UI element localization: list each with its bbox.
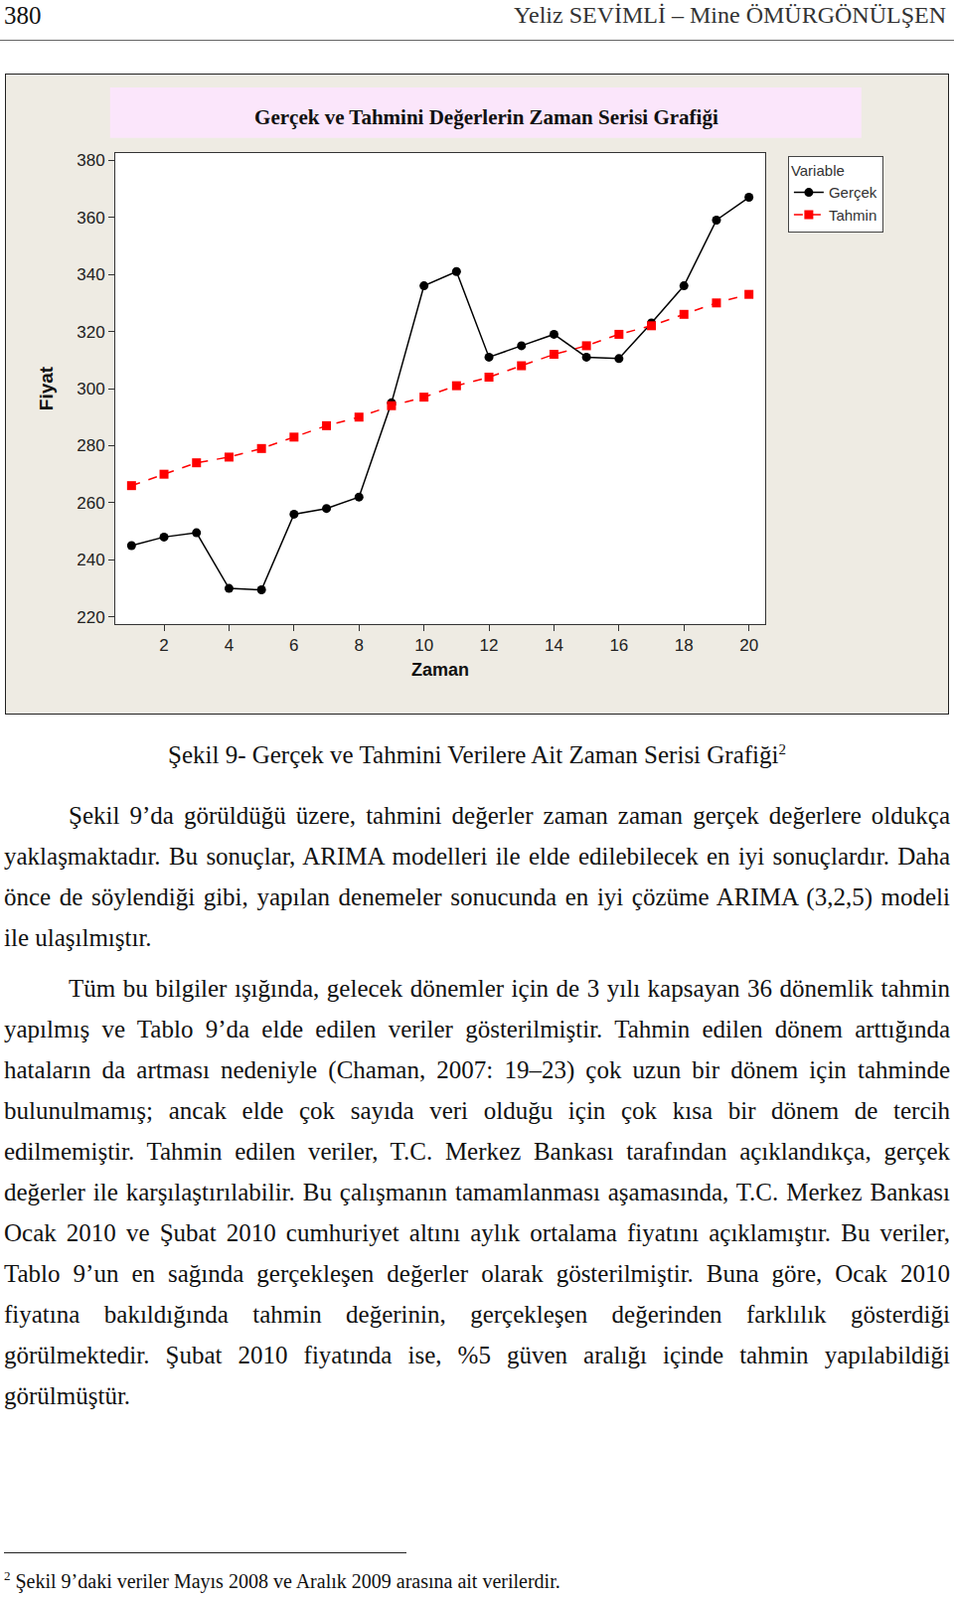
html-text:2Şekil 9’daki veriler Mayıs 20: 2Şekil 9’daki veriler Mayıs 2008 ve Aral… (3, 1568, 561, 1592)
html-text:380: 380 (3, 1, 42, 29)
svg-text:320: 320 (76, 322, 105, 342)
svg-text:300: 300 (76, 379, 105, 399)
svg-text:220: 220 (76, 608, 105, 628)
svg-text:280: 280 (76, 436, 105, 456)
svg-text:2: 2 (159, 636, 168, 655)
svg-text:360: 360 (76, 208, 105, 228)
svg-text:14: 14 (544, 636, 564, 655)
svg-text:Fiyat: Fiyat (35, 365, 57, 411)
svg-text:Tahmin: Tahmin (828, 206, 877, 224)
svg-text:340: 340 (76, 265, 105, 285)
html-text:Şekil 9- Gerçek ve Tahmini Ver: Şekil 9- Gerçek ve Tahmini Verilere Ait … (167, 741, 787, 769)
svg-text:20: 20 (739, 636, 759, 655)
svg-text:18: 18 (674, 636, 694, 655)
html-text:Tüm bu bilgiler ışığında, gele: Tüm bu bilgiler ışığında, gelecek döneml… (3, 974, 951, 1410)
svg-text:380: 380 (76, 151, 105, 170)
svg-text:Variable: Variable (791, 161, 845, 179)
html-text:Yeliz SEVİMLİ – Mine ÖMÜRGÖNÜL: Yeliz SEVİMLİ – Mine ÖMÜRGÖNÜLŞEN (513, 1, 947, 28)
svg-text:Gerçek: Gerçek (828, 183, 878, 201)
svg-text:Zaman: Zaman (411, 659, 470, 680)
svg-text:240: 240 (76, 550, 105, 570)
svg-text:8: 8 (354, 636, 364, 655)
svg-text:16: 16 (609, 636, 629, 655)
svg-text:12: 12 (479, 636, 499, 655)
html-text:Şekil 9’da görüldüğü üzere, ta: Şekil 9’da görüldüğü üzere, tahmini değe… (3, 801, 951, 952)
svg-text:10: 10 (414, 636, 434, 655)
svg-text:Gerçek ve Tahmini Değerlerin Z: Gerçek ve Tahmini Değerlerin Zaman Seris… (254, 105, 719, 130)
svg-text:260: 260 (76, 493, 105, 513)
svg-text:4: 4 (224, 636, 234, 655)
svg-text:6: 6 (289, 636, 299, 655)
